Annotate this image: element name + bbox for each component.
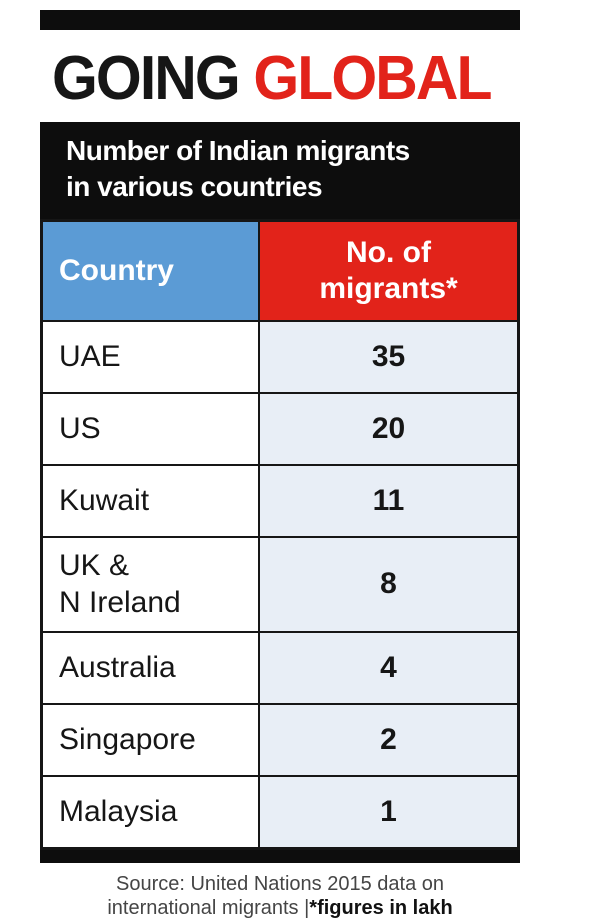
- bottom-accent-bar: [40, 849, 520, 863]
- headline: GOING GLOBAL: [52, 43, 497, 114]
- table-row: UAE 35: [40, 319, 520, 394]
- source-line2: international migrants |*figures in lakh: [40, 896, 520, 920]
- source-figures-note: *figures in lakh: [309, 896, 453, 919]
- country-cell: UK & N Ireland: [40, 535, 260, 633]
- top-accent-bar: [40, 10, 520, 30]
- country-cell: Malaysia: [40, 774, 260, 850]
- source-note: Source: United Nations 2015 data on inte…: [40, 872, 520, 920]
- subtitle-line2: in various countries: [66, 171, 323, 203]
- value-cell: 1: [258, 774, 520, 850]
- subtitle-line1: Number of Indian migrants: [66, 135, 410, 166]
- country-cell: Kuwait: [40, 463, 260, 538]
- country-cell: Australia: [40, 630, 260, 705]
- table-row: Australia 4: [40, 630, 520, 705]
- value-cell: 11: [258, 463, 520, 538]
- headline-word-global: GLOBAL: [253, 44, 492, 113]
- subtitle-banner: Number of Indian migrants in various cou…: [40, 122, 520, 219]
- table-header-row: Country No. of migrants*: [40, 219, 520, 322]
- infographic-card: GOING GLOBAL Number of Indian migrants i…: [40, 10, 520, 920]
- country-cell: Singapore: [40, 702, 260, 777]
- source-line1: Source: United Nations 2015 data on: [116, 872, 444, 895]
- value-cell: 8: [258, 535, 520, 633]
- value-cell: 2: [258, 702, 520, 777]
- table-row: US 20: [40, 391, 520, 466]
- migrants-column-header: No. of migrants*: [258, 219, 520, 322]
- value-cell: 4: [258, 630, 520, 705]
- migrants-table: Country No. of migrants* UAE 35 US 20 Ku…: [40, 218, 520, 850]
- value-cell: 20: [258, 391, 520, 466]
- table-row: UK & N Ireland 8: [40, 535, 520, 633]
- table-row: Kuwait 11: [40, 463, 520, 538]
- source-line2-normal: international migrants |: [107, 896, 310, 919]
- table-row: Malaysia 1: [40, 774, 520, 850]
- country-cell: UAE: [40, 319, 260, 394]
- headline-word-going: GOING: [52, 44, 241, 113]
- value-cell: 35: [258, 319, 520, 394]
- country-cell: US: [40, 391, 260, 466]
- country-column-header: Country: [40, 219, 260, 322]
- table-row: Singapore 2: [40, 702, 520, 777]
